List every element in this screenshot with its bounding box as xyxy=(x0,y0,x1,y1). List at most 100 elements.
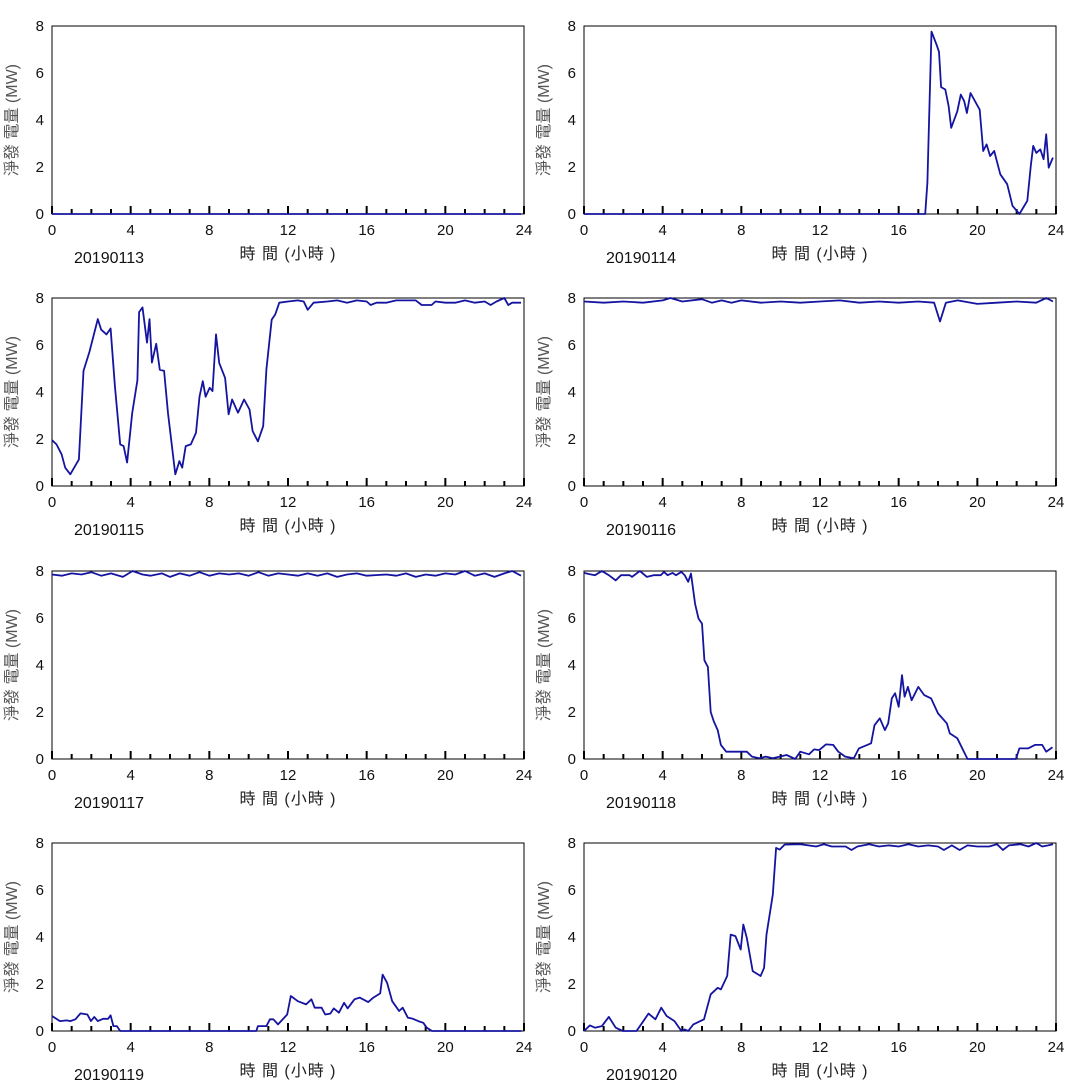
y-tick-label: 8 xyxy=(568,835,576,852)
x-tick-label: 24 xyxy=(516,767,533,784)
y-tick-label: 0 xyxy=(36,206,44,223)
x-tick-label: 12 xyxy=(280,222,297,239)
x-tick-label: 12 xyxy=(280,1039,297,1056)
y-tick-label: 0 xyxy=(568,751,576,768)
y-axis-label: 淨發 電量 (MW) xyxy=(535,609,553,721)
chart-date-label: 20190117 xyxy=(74,795,144,812)
y-tick-label: 2 xyxy=(568,704,576,721)
x-tick-label: 24 xyxy=(1048,767,1065,784)
x-tick-label: 12 xyxy=(280,494,297,511)
y-axis-label: 淨發 電量 (MW) xyxy=(3,881,21,993)
series-line xyxy=(51,570,522,578)
y-tick-label: 4 xyxy=(36,384,44,401)
x-tick-label: 0 xyxy=(48,767,56,784)
y-tick-label: 2 xyxy=(36,159,44,176)
x-tick-label: 24 xyxy=(516,1039,533,1056)
x-tick-label: 4 xyxy=(658,494,666,511)
y-tick-label: 2 xyxy=(36,431,44,448)
plot-frame xyxy=(583,570,1057,760)
x-axis-label: 時 間 (小時 ) xyxy=(772,790,869,808)
x-tick-label: 0 xyxy=(48,222,56,239)
series-line xyxy=(583,297,1054,323)
y-tick-label: 6 xyxy=(568,337,576,354)
x-tick-label: 24 xyxy=(516,494,533,511)
y-tick-label: 0 xyxy=(568,478,576,495)
x-tick-label: 20 xyxy=(437,222,454,239)
x-tick-label: 8 xyxy=(205,494,213,511)
y-tick-label: 2 xyxy=(36,704,44,721)
y-tick-label: 8 xyxy=(36,563,44,580)
x-tick-label: 16 xyxy=(358,767,375,784)
x-tick-label: 16 xyxy=(358,494,375,511)
y-axis-label: 淨發 電量 (MW) xyxy=(535,881,553,993)
x-axis-label: 時 間 (小時 ) xyxy=(772,245,869,263)
y-tick-label: 2 xyxy=(568,159,576,176)
x-tick-label: 4 xyxy=(658,222,666,239)
x-tick-label: 20 xyxy=(969,222,986,239)
series-line xyxy=(583,570,1054,760)
y-tick-label: 0 xyxy=(568,206,576,223)
series-line xyxy=(51,973,522,1032)
y-tick-label: 8 xyxy=(568,18,576,35)
y-tick-label: 6 xyxy=(36,65,44,82)
y-tick-label: 6 xyxy=(568,610,576,627)
y-tick-label: 8 xyxy=(36,18,44,35)
y-tick-label: 6 xyxy=(568,882,576,899)
y-axis-label: 淨發 電量 (MW) xyxy=(535,64,553,176)
x-tick-label: 4 xyxy=(658,767,666,784)
x-tick-label: 16 xyxy=(358,222,375,239)
chart-date-label: 20190118 xyxy=(606,795,676,812)
x-tick-label: 8 xyxy=(737,767,745,784)
y-tick-label: 6 xyxy=(36,610,44,627)
y-tick-label: 4 xyxy=(36,929,44,946)
x-tick-label: 24 xyxy=(1048,494,1065,511)
x-tick-label: 12 xyxy=(280,767,297,784)
x-tick-label: 0 xyxy=(580,1039,588,1056)
y-tick-label: 6 xyxy=(36,337,44,354)
x-axis-label: 時 間 (小時 ) xyxy=(772,1062,869,1080)
x-tick-label: 12 xyxy=(812,222,829,239)
y-tick-label: 0 xyxy=(568,1023,576,1040)
x-tick-label: 16 xyxy=(890,222,907,239)
x-tick-label: 20 xyxy=(969,767,986,784)
series-line xyxy=(583,842,1054,1032)
y-tick-label: 4 xyxy=(568,929,576,946)
x-axis-label: 時 間 (小時 ) xyxy=(240,790,337,808)
x-tick-label: 4 xyxy=(658,1039,666,1056)
x-tick-label: 16 xyxy=(890,1039,907,1056)
y-tick-label: 6 xyxy=(568,65,576,82)
x-tick-label: 12 xyxy=(812,767,829,784)
y-tick-label: 6 xyxy=(36,882,44,899)
series-line xyxy=(51,297,521,476)
chart-date-label: 20190115 xyxy=(74,522,144,539)
y-tick-label: 4 xyxy=(568,384,576,401)
y-tick-label: 4 xyxy=(36,112,44,129)
series-line xyxy=(584,30,1054,215)
x-tick-label: 20 xyxy=(437,494,454,511)
x-tick-label: 16 xyxy=(890,494,907,511)
x-tick-label: 20 xyxy=(969,1039,986,1056)
plot-frame xyxy=(51,570,525,760)
x-tick-label: 16 xyxy=(890,767,907,784)
x-tick-label: 12 xyxy=(812,1039,829,1056)
y-tick-label: 2 xyxy=(568,431,576,448)
y-axis-label: 淨發 電量 (MW) xyxy=(3,336,21,448)
chart-date-label: 20190119 xyxy=(74,1067,144,1084)
x-tick-label: 0 xyxy=(580,222,588,239)
chart-date-label: 20190120 xyxy=(606,1067,677,1084)
plot-frame xyxy=(51,842,525,1032)
x-tick-label: 0 xyxy=(580,767,588,784)
y-axis-label: 淨發 電量 (MW) xyxy=(3,609,21,721)
plot-frame xyxy=(583,842,1057,1032)
plot-frame xyxy=(51,25,525,215)
x-tick-label: 12 xyxy=(812,494,829,511)
plot-frame xyxy=(583,25,1057,215)
